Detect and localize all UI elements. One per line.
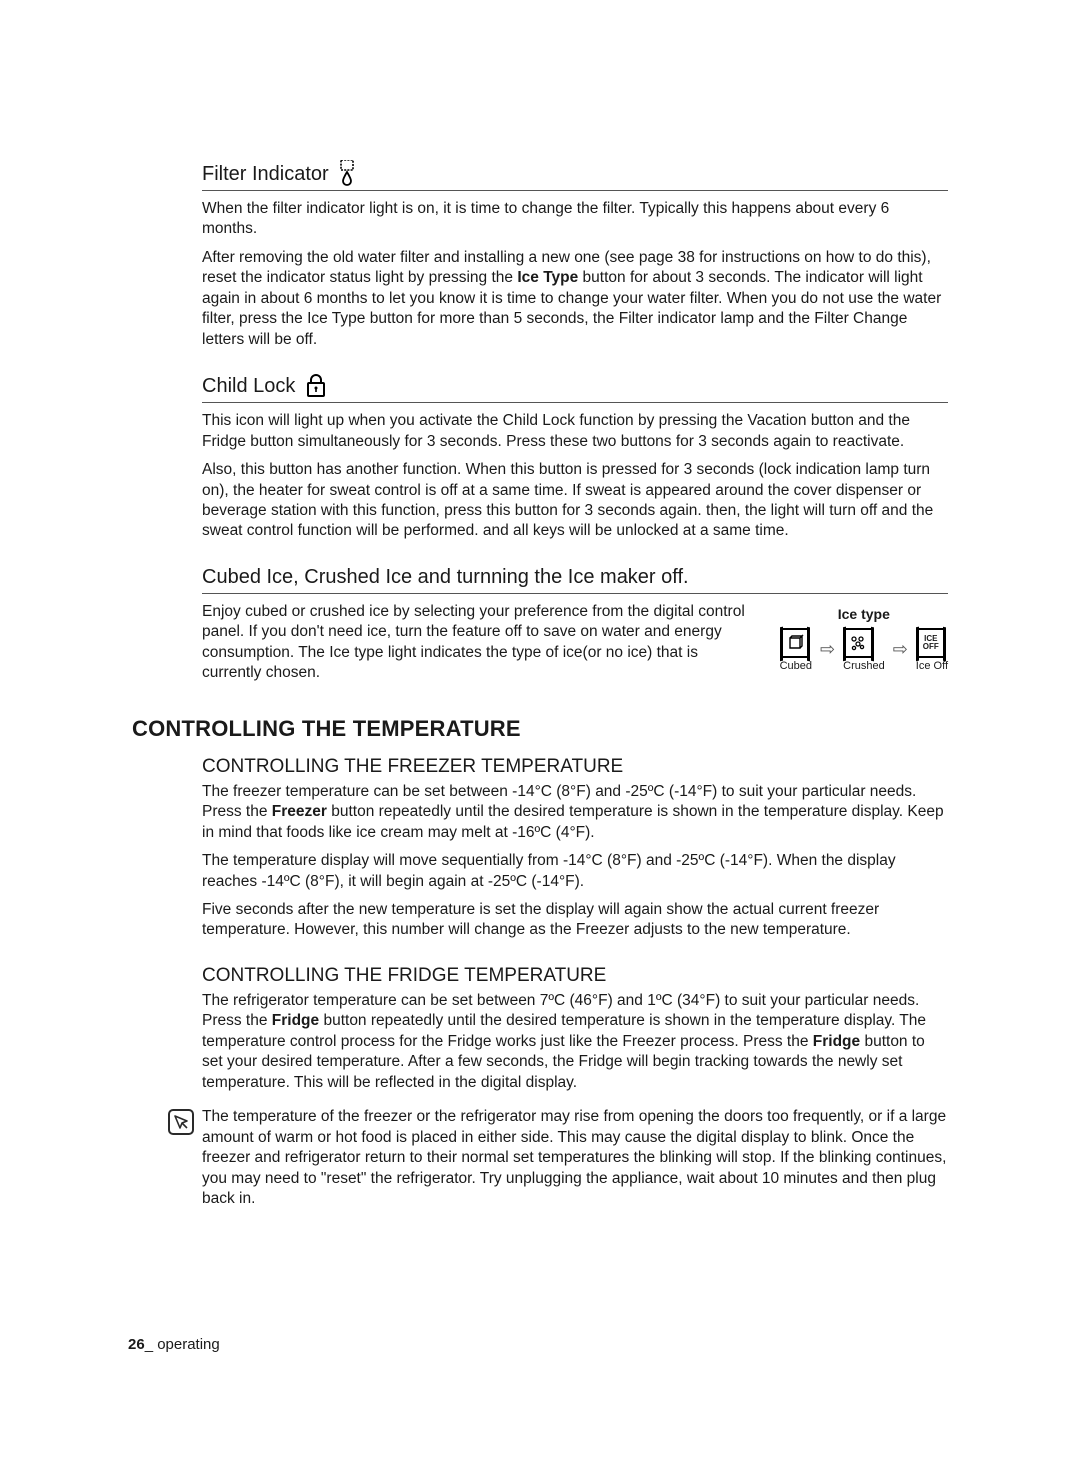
child-lock-section: Child Lock This icon will light up when …: [202, 374, 948, 542]
freezer-section: CONTROLLING THE FREEZER TEMPERATURE The …: [202, 756, 948, 941]
note-icon: [168, 1109, 194, 1135]
fridge-p1d: Fridge: [813, 1033, 860, 1050]
page-number: 26: [128, 1336, 145, 1353]
page-footer: 26_ operating: [128, 1336, 220, 1353]
freezer-heading: CONTROLLING THE FREEZER TEMPERATURE: [202, 756, 948, 778]
temp-main-heading: CONTROLLING THE TEMPERATURE: [132, 716, 948, 742]
fridge-section: CONTROLLING THE FRIDGE TEMPERATURE The r…: [202, 965, 948, 1093]
freezer-p2: The temperature display will move sequen…: [202, 851, 948, 892]
arrow-icon: ⇨: [893, 639, 908, 660]
childlock-heading: Child Lock: [202, 375, 295, 398]
filter-heading-row: Filter Indicator: [202, 160, 948, 191]
arrow-icon: ⇨: [820, 639, 835, 660]
filter-indicator-section: Filter Indicator When the filter indicat…: [202, 160, 948, 350]
ice-row: Enjoy cubed or crushed ice by selecting …: [202, 602, 948, 692]
lock-icon: [305, 374, 327, 398]
fridge-p1b: Fridge: [272, 1012, 319, 1029]
childlock-heading-row: Child Lock: [202, 374, 948, 403]
footer-label: _ operating: [145, 1336, 220, 1353]
fridge-heading: CONTROLLING THE FRIDGE TEMPERATURE: [202, 965, 948, 987]
ice-figure: Ice type Cubed ⇨: [780, 602, 948, 672]
freezer-p1: The freezer temperature can be set betwe…: [202, 782, 948, 843]
freezer-p3: Five seconds after the new temperature i…: [202, 900, 948, 941]
note-block: The temperature of the freezer or the re…: [168, 1107, 948, 1209]
ice-crushed-item: Crushed: [843, 628, 885, 672]
ice-off-item: ICE OFF Ice Off: [916, 628, 948, 672]
childlock-p1: This icon will light up when you activat…: [202, 411, 948, 452]
ice-cubed-item: Cubed: [780, 628, 812, 672]
childlock-p2: Also, this button has another function. …: [202, 460, 948, 542]
ice-label-off: Ice Off: [916, 660, 948, 672]
page-content: Filter Indicator When the filter indicat…: [0, 0, 1080, 1209]
freezer-p1b: Freezer: [272, 803, 327, 820]
filter-p2: After removing the old water filter and …: [202, 248, 948, 350]
ice-label-crushed: Crushed: [843, 660, 885, 672]
filter-p1: When the filter indicator light is on, i…: [202, 199, 948, 240]
ice-label-cubed: Cubed: [780, 660, 812, 672]
ice-section: Cubed Ice, Crushed Ice and turnning the …: [202, 566, 948, 692]
fridge-p1: The refrigerator temperature can be set …: [202, 991, 948, 1093]
crushed-icon: [843, 628, 873, 658]
main-column: Filter Indicator When the filter indicat…: [202, 160, 948, 1209]
note-text: The temperature of the freezer or the re…: [202, 1107, 948, 1209]
ice-fig-title: Ice type: [780, 606, 948, 622]
ice-icons-row: Cubed ⇨: [780, 628, 948, 672]
ice-off-icon: ICE OFF: [916, 628, 946, 658]
filter-p2b: Ice Type: [517, 269, 578, 286]
ice-text: Enjoy cubed or crushed ice by selecting …: [202, 602, 750, 684]
ice-heading: Cubed Ice, Crushed Ice and turnning the …: [202, 566, 948, 594]
filter-icon: [339, 160, 361, 186]
cubed-icon: [780, 628, 810, 658]
filter-heading: Filter Indicator: [202, 163, 329, 186]
